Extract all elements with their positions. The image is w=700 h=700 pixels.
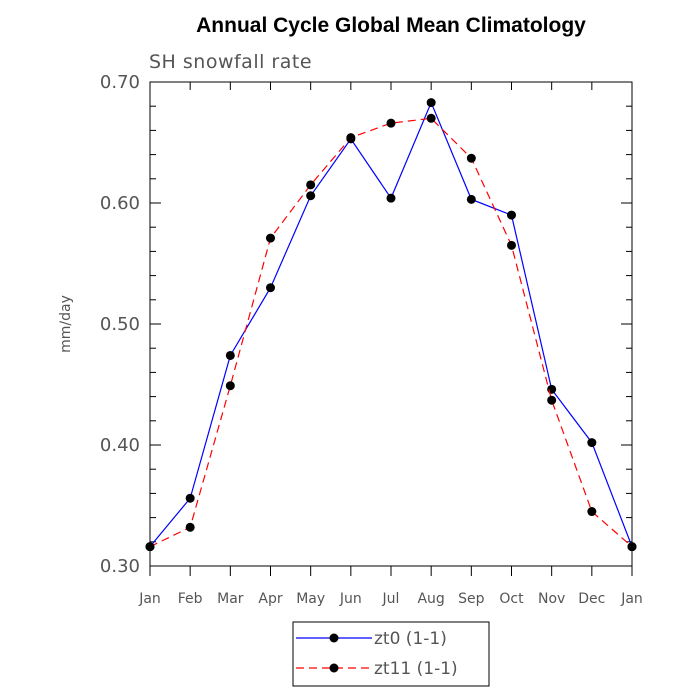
x-tick-label: Dec [578,591,605,607]
x-tick-label: May [296,591,325,607]
x-tick-label: Jun [339,591,362,607]
legend-box [292,621,490,687]
axis-ticks [149,81,633,576]
series-0 [145,98,637,552]
plot-frame [149,81,633,567]
data-point [507,210,516,220]
y-axis-label: mm/day [58,295,74,353]
data-point [386,193,396,203]
data-point [266,233,275,243]
data-point [507,240,516,250]
x-tick-label: Aug [417,591,444,607]
x-tick-label: Apr [258,591,282,607]
legend-marker [329,633,339,643]
data-point [225,381,235,391]
y-tick-label: 0.50 [100,314,140,335]
legend-label: zt11 (1-1) [374,659,458,679]
y-tick-label: 0.70 [100,72,140,93]
legend: zt0 (1-1) zt11 (1-1) [292,621,490,687]
chart-subtitle: SH snowfall rate [149,51,312,73]
x-tick-label: Sep [458,591,485,607]
x-tick-label: Mar [217,591,244,607]
x-tick-label: Nov [538,591,565,607]
data-point [306,180,316,190]
data-point [466,194,476,204]
data-point [145,542,155,552]
data-point [266,283,275,293]
y-tick-label: 0.40 [100,435,140,456]
data-point [587,438,597,448]
series-1 [145,113,637,552]
data-point [185,522,195,532]
data-point [225,350,235,360]
data-point [306,191,316,201]
data-point [466,153,476,163]
x-tick-label: Jul [382,591,400,607]
x-tick-labels: Jan Feb Mar Apr May Jun Jul Aug Sep Oct Nov Dec Jan [138,591,643,607]
series-layer [145,98,637,552]
data-point [386,118,396,128]
data-point [547,384,557,394]
series-line [149,117,633,548]
y-tick-label: 0.30 [100,556,140,577]
y-tick-label: 0.60 [100,193,140,214]
legend-marker [329,663,339,673]
x-tick-label: Jan [138,591,161,607]
chart-title: Annual Cycle Global Mean Climatology [196,14,586,37]
data-point [346,133,356,143]
series-line [149,101,633,548]
data-point [426,113,436,123]
x-tick-label: Jan [620,591,643,607]
legend-label: zt0 (1-1) [374,629,447,649]
data-point [627,542,637,552]
data-point [426,98,436,108]
y-tick-labels: 0.30 0.40 0.50 0.60 0.70 [100,72,140,577]
x-tick-label: Oct [499,591,524,607]
data-point [547,395,557,405]
data-point [185,493,195,503]
x-tick-label: Feb [178,591,203,607]
data-point [587,507,597,517]
